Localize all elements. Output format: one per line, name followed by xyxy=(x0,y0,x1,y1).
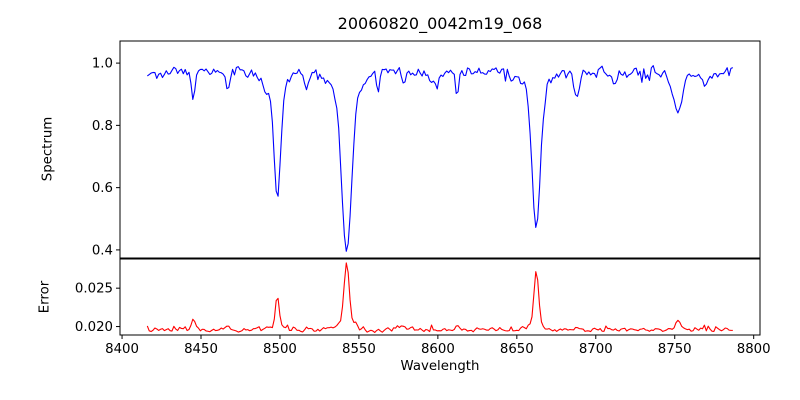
x-tick-label: 8450 xyxy=(184,342,218,357)
chart-title: 20060820_0042m19_068 xyxy=(338,14,543,34)
spectrum-y-tick-label: 0.8 xyxy=(92,119,113,134)
error-line xyxy=(146,262,733,334)
x-axis-label: Wavelength xyxy=(401,359,480,374)
x-tick-label: 8600 xyxy=(421,342,455,357)
x-tick-label: 8750 xyxy=(658,342,692,357)
error-y-axis-label: Error xyxy=(38,280,53,313)
error-panel-border xyxy=(119,258,761,336)
spectrum-y-tick-label: 0.4 xyxy=(92,243,113,258)
x-tick-label: 8800 xyxy=(737,342,771,357)
x-tick-label: 8400 xyxy=(105,342,139,357)
error-y-tick-label: 0.020 xyxy=(75,320,113,335)
spectrum-panel-border xyxy=(119,40,761,259)
x-tick-label: 8500 xyxy=(263,342,297,357)
chart-layer: 0.4 0.6 0.8 1.0 0.020 0.025 8400 8450 8500 8550 86… xyxy=(75,40,771,357)
x-tick-label: 8700 xyxy=(579,342,613,357)
x-tick-label: 8650 xyxy=(500,342,534,357)
spectrum-y-tick-label: 0.6 xyxy=(92,181,113,196)
error-y-tick-label: 0.025 xyxy=(75,282,113,297)
spectrum-line xyxy=(146,65,734,252)
spectrum-y-tick-label: 1.0 xyxy=(92,57,113,72)
x-tick-label: 8550 xyxy=(342,342,376,357)
spectrum-y-axis-label: Spectrum xyxy=(41,117,56,181)
